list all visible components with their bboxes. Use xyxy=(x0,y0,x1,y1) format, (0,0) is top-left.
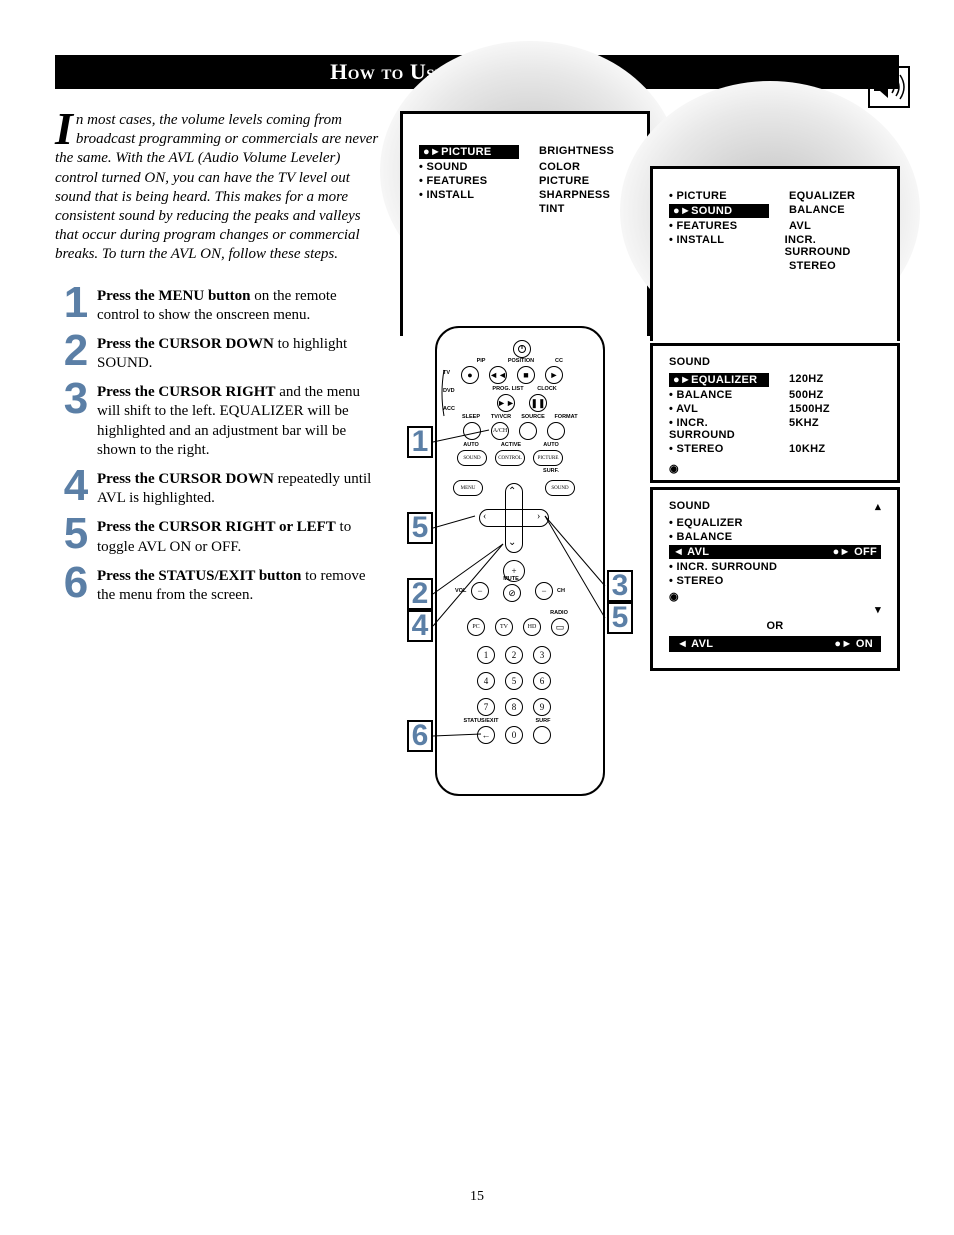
step: 4Press the CURSOR DOWN repeatedly until … xyxy=(55,466,380,508)
step: 6Press the STATUS/EXIT button to remove … xyxy=(55,563,380,605)
callout: 6 xyxy=(407,720,433,752)
step: 5Press the CURSOR RIGHT or LEFT to toggl… xyxy=(55,514,380,556)
step: 3Press the CURSOR RIGHT and the menu wil… xyxy=(55,379,380,460)
page-number: 15 xyxy=(0,1189,954,1205)
callout: 1 xyxy=(407,426,433,458)
step: 1Press the MENU button on the remote con… xyxy=(55,283,380,325)
intro-paragraph: In most cases, the volume levels coming … xyxy=(55,111,380,265)
speaker-icon xyxy=(868,66,910,108)
callout: 5 xyxy=(407,512,433,544)
callout: 4 xyxy=(407,610,433,642)
right-column: ●►PICTUREBRIGHTNESSSOUNDCOLORFEATURESPIC… xyxy=(390,111,899,611)
callout: 5 xyxy=(607,602,633,634)
step: 2Press the CURSOR DOWN to highlight SOUN… xyxy=(55,331,380,373)
callout: 2 xyxy=(407,578,433,610)
remote-control-diagram: PIP POSITION CC ● ◄◄ ■ ► TV DVD ACC PROG… xyxy=(435,326,605,796)
callout: 3 xyxy=(607,570,633,602)
left-column: In most cases, the volume levels coming … xyxy=(55,111,390,611)
